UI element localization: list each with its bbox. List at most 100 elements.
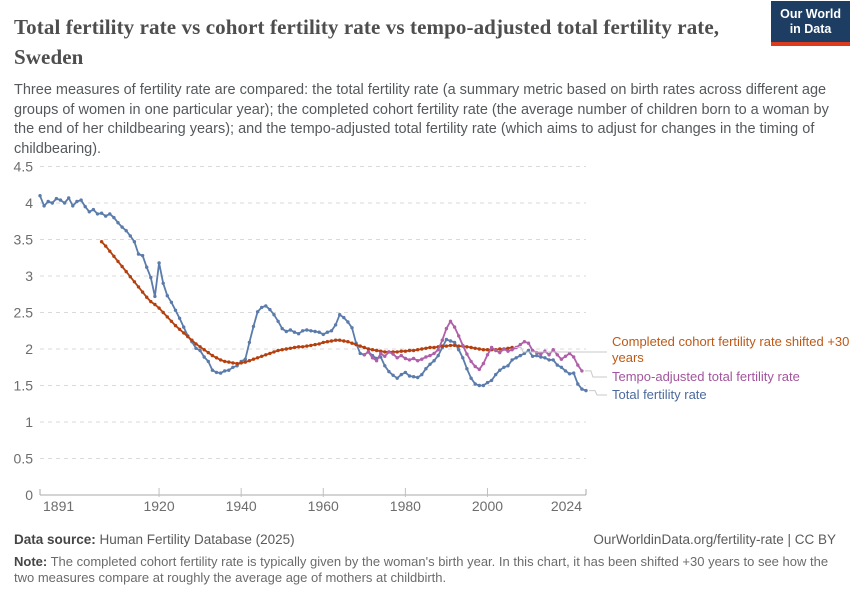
series-point xyxy=(346,340,350,344)
series-point xyxy=(165,315,169,319)
series-point xyxy=(214,356,219,360)
series-point xyxy=(342,315,346,320)
series-point xyxy=(288,346,293,350)
legend-connector xyxy=(584,370,607,378)
series-point xyxy=(251,357,256,361)
series-point xyxy=(469,376,473,380)
series-point xyxy=(420,357,424,361)
series-point xyxy=(296,332,301,336)
series-point xyxy=(338,338,342,342)
series-point xyxy=(38,194,42,198)
series-point xyxy=(247,340,252,345)
series-point xyxy=(116,259,120,264)
series-point xyxy=(440,338,444,342)
series-point xyxy=(485,353,490,357)
series-point xyxy=(325,330,330,334)
series-point xyxy=(473,364,477,369)
series-point xyxy=(370,348,375,352)
series-point xyxy=(264,304,268,308)
series-point xyxy=(494,348,498,353)
y-tick-label: 4 xyxy=(25,195,33,211)
series-point xyxy=(91,207,96,212)
series-point xyxy=(576,363,580,367)
series-point xyxy=(580,369,584,373)
series-point xyxy=(559,365,564,369)
series-point xyxy=(469,345,473,350)
series-point xyxy=(366,350,371,354)
series-point xyxy=(108,249,112,253)
series-point xyxy=(358,344,362,348)
series-point xyxy=(124,229,128,233)
note-text: The completed cohort fertility rate is t… xyxy=(14,554,829,585)
series-point xyxy=(227,360,231,364)
series-point xyxy=(563,369,568,373)
series-point xyxy=(469,359,473,364)
series-point xyxy=(296,345,301,349)
series-point xyxy=(572,371,576,375)
series-point xyxy=(202,348,206,352)
series-point xyxy=(465,345,469,349)
series-point xyxy=(301,345,305,349)
series-point xyxy=(530,348,535,353)
series-point xyxy=(547,358,551,362)
series-point xyxy=(177,327,182,331)
series-point xyxy=(481,348,486,352)
series-point xyxy=(276,348,280,353)
series-point xyxy=(136,252,141,256)
series-point xyxy=(489,345,494,350)
series-point xyxy=(58,198,63,202)
chart-footer: Data source: Human Fertility Database (2… xyxy=(14,531,836,586)
y-tick-label: 0 xyxy=(25,487,33,503)
series-point xyxy=(145,265,149,269)
chart-header: Total fertility rate vs cohort fertility… xyxy=(14,12,836,159)
series-point xyxy=(206,350,210,355)
series-point xyxy=(350,341,354,345)
series-point xyxy=(239,361,243,365)
series-point xyxy=(416,375,420,380)
series-point xyxy=(465,352,469,356)
series-point xyxy=(452,343,457,348)
series-point xyxy=(395,376,399,380)
x-tick-label: 1960 xyxy=(308,498,339,514)
series-point xyxy=(485,348,490,352)
y-tick-label: 3.5 xyxy=(14,232,34,248)
owid-logo-line2: in Data xyxy=(789,22,832,36)
series-point xyxy=(104,214,108,218)
series-point xyxy=(432,351,436,356)
series-point xyxy=(448,319,453,323)
series-point xyxy=(370,356,375,360)
series-point xyxy=(140,253,145,258)
series-point xyxy=(231,361,235,365)
series-point xyxy=(477,383,481,388)
series-point xyxy=(444,337,449,342)
series-point xyxy=(120,225,124,229)
series-point xyxy=(116,221,120,225)
series-point xyxy=(379,351,383,356)
series-point xyxy=(489,378,494,383)
series-point xyxy=(46,199,50,204)
series-point xyxy=(498,350,502,355)
series-point xyxy=(79,198,83,202)
series-point xyxy=(173,323,178,328)
series-point xyxy=(182,325,186,329)
series-point xyxy=(411,375,416,379)
y-tick-label: 1.5 xyxy=(14,378,34,394)
series-point xyxy=(366,347,371,351)
series-point xyxy=(194,346,198,350)
series-point xyxy=(530,354,535,358)
legend-item-cohort-fertility: Completed cohort fertility rate shifted … xyxy=(612,334,850,365)
series-point xyxy=(161,310,165,315)
series-point xyxy=(407,374,412,378)
series-point xyxy=(354,342,358,347)
x-tick-label: 1920 xyxy=(143,498,174,514)
series-point xyxy=(452,340,457,345)
series-point xyxy=(169,300,174,304)
series-point xyxy=(403,349,408,353)
series-point xyxy=(391,373,395,377)
series-point xyxy=(452,325,457,329)
owid-link[interactable]: OurWorldinData.org/fertility-rate | CC B… xyxy=(593,532,836,547)
x-tick-label: 1891 xyxy=(43,498,74,514)
series-point xyxy=(112,254,116,258)
series-point xyxy=(580,387,584,391)
series-point xyxy=(120,264,124,269)
